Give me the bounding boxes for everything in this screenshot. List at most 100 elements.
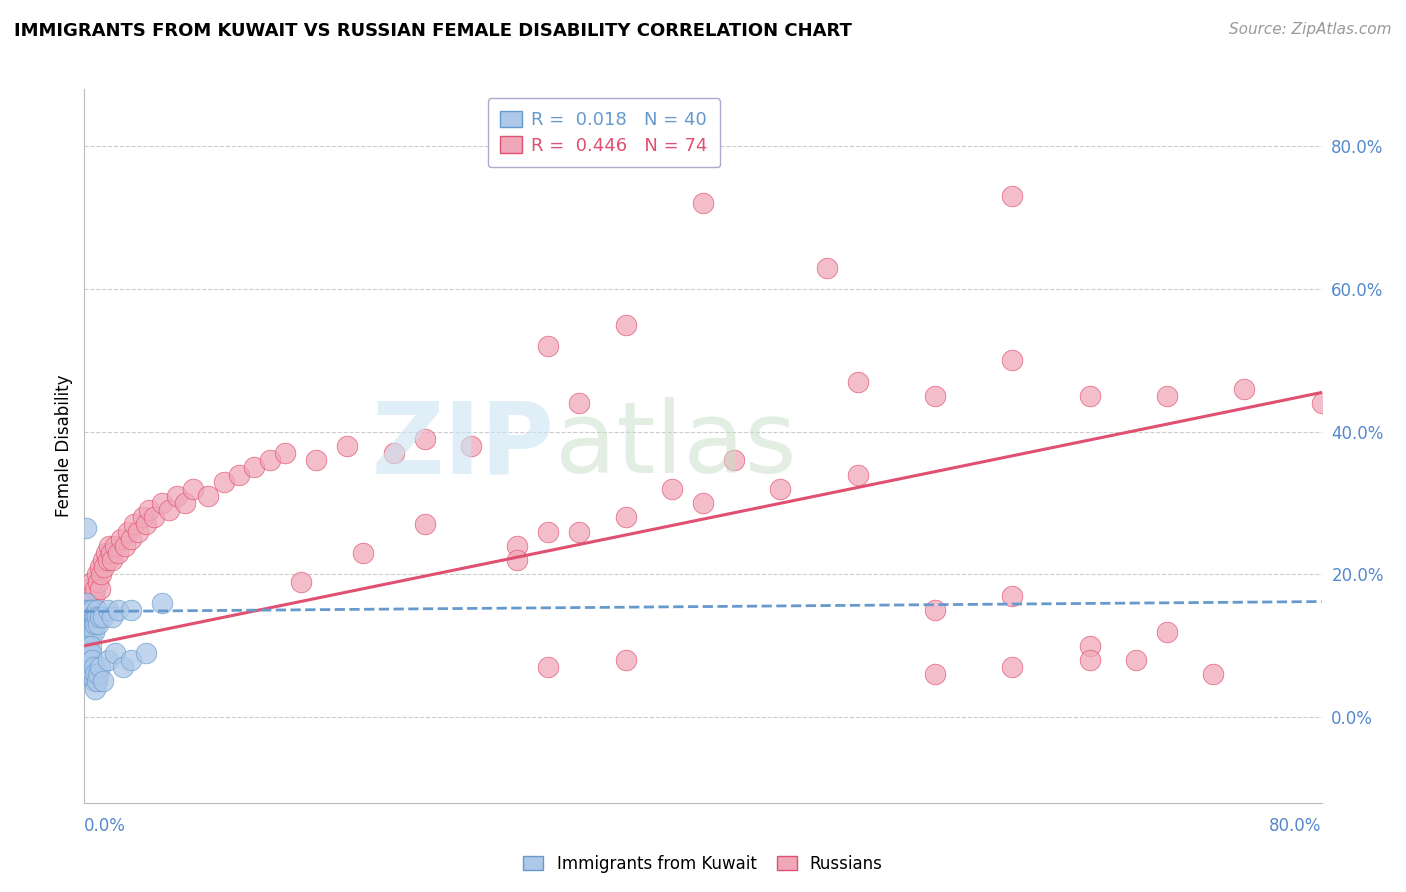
Point — [86, 567, 108, 582]
Point — [86, 674, 108, 689]
Point — [128, 524, 150, 539]
Point — [110, 532, 132, 546]
Point — [104, 539, 127, 553]
Point — [76, 653, 98, 667]
Point — [79, 639, 101, 653]
Point — [90, 567, 112, 582]
Point — [76, 603, 98, 617]
Point — [93, 560, 115, 574]
Point — [846, 467, 869, 482]
Point — [91, 553, 114, 567]
Point — [1125, 653, 1147, 667]
Point — [228, 467, 250, 482]
Point — [79, 667, 101, 681]
Point — [89, 660, 111, 674]
Point — [84, 681, 107, 696]
Point — [243, 460, 266, 475]
Point — [75, 617, 97, 632]
Point — [82, 653, 104, 667]
Point — [181, 482, 204, 496]
Point — [79, 646, 101, 660]
Point — [259, 453, 281, 467]
Text: 0.0%: 0.0% — [84, 817, 127, 835]
Point — [661, 482, 683, 496]
Point — [77, 653, 100, 667]
Point — [1001, 189, 1024, 203]
Legend: Immigrants from Kuwait, Russians: Immigrants from Kuwait, Russians — [516, 848, 890, 880]
Point — [97, 603, 120, 617]
Point — [274, 446, 297, 460]
Point — [1156, 624, 1178, 639]
Point — [1310, 396, 1333, 410]
Point — [692, 496, 714, 510]
Point — [1078, 639, 1101, 653]
Point — [336, 439, 359, 453]
Point — [1078, 653, 1101, 667]
Point — [1001, 353, 1024, 368]
Point — [104, 646, 127, 660]
Point — [75, 610, 97, 624]
Point — [197, 489, 219, 503]
Point — [82, 610, 104, 624]
Point — [75, 521, 97, 535]
Point — [120, 653, 142, 667]
Point — [83, 589, 105, 603]
Point — [212, 475, 235, 489]
Point — [87, 617, 110, 632]
Point — [84, 617, 107, 632]
Y-axis label: Female Disability: Female Disability — [55, 375, 73, 517]
Point — [537, 660, 560, 674]
Point — [77, 603, 100, 617]
Point — [86, 610, 108, 624]
Point — [77, 632, 100, 646]
Point — [82, 671, 104, 685]
Point — [82, 574, 104, 589]
Point — [138, 503, 160, 517]
Point — [76, 667, 98, 681]
Point — [86, 603, 108, 617]
Point — [101, 610, 124, 624]
Point — [75, 646, 97, 660]
Point — [924, 603, 946, 617]
Point — [77, 617, 100, 632]
Point — [382, 446, 405, 460]
Point — [122, 517, 145, 532]
Point — [413, 432, 436, 446]
Text: atlas: atlas — [554, 398, 796, 494]
Point — [159, 503, 181, 517]
Text: 80.0%: 80.0% — [1270, 817, 1322, 835]
Point — [100, 546, 122, 560]
Point — [83, 674, 105, 689]
Point — [120, 532, 142, 546]
Point — [101, 553, 124, 567]
Point — [1001, 660, 1024, 674]
Point — [460, 439, 482, 453]
Point — [150, 596, 173, 610]
Point — [87, 667, 110, 681]
Point — [924, 667, 946, 681]
Point — [79, 610, 101, 624]
Point — [120, 603, 142, 617]
Point — [76, 646, 98, 660]
Point — [79, 667, 101, 681]
Text: ZIP: ZIP — [371, 398, 554, 494]
Point — [77, 582, 100, 596]
Point — [89, 610, 111, 624]
Point — [75, 596, 97, 610]
Point — [614, 318, 637, 332]
Point — [89, 582, 111, 596]
Point — [83, 660, 105, 674]
Point — [1078, 389, 1101, 403]
Point — [79, 596, 101, 610]
Point — [89, 560, 111, 574]
Point — [77, 660, 100, 674]
Point — [79, 617, 101, 632]
Point — [91, 674, 114, 689]
Point — [166, 489, 188, 503]
Point — [82, 610, 104, 624]
Point — [846, 375, 869, 389]
Point — [75, 589, 97, 603]
Point — [924, 389, 946, 403]
Point — [1001, 589, 1024, 603]
Text: Source: ZipAtlas.com: Source: ZipAtlas.com — [1229, 22, 1392, 37]
